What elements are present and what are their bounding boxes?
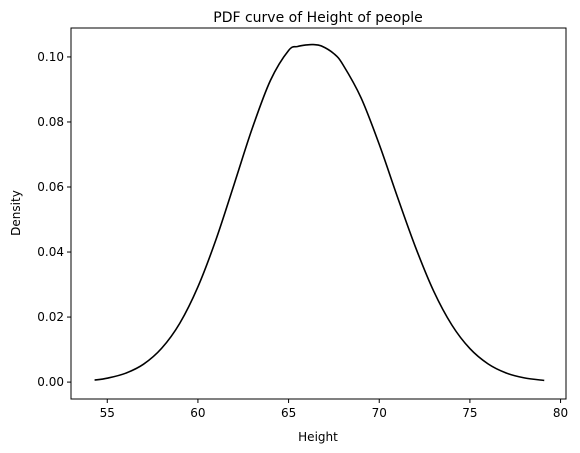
chart-title: PDF curve of Height of people — [213, 10, 422, 26]
x-tick-label: 60 — [190, 406, 205, 420]
x-tick-label: 80 — [553, 406, 568, 420]
x-tick-label: 70 — [372, 406, 387, 420]
y-tick-label: 0.02 — [37, 310, 64, 324]
pdf-curve-line — [94, 43, 545, 382]
y-tick-label: 0.06 — [37, 180, 64, 194]
y-tick-label: 0.04 — [37, 245, 64, 259]
x-axis-label: Height — [298, 430, 338, 444]
y-axis-label: Density — [9, 190, 23, 236]
x-tick-label: 75 — [462, 406, 477, 420]
y-tick-label: 0.08 — [37, 115, 64, 129]
y-axis-ticks: 0.00 0.02 0.04 0.06 0.08 0.10 — [37, 50, 71, 389]
series-group — [94, 43, 545, 382]
x-tick-label: 55 — [100, 406, 115, 420]
y-tick-label: 0.10 — [37, 50, 64, 64]
x-tick-label: 65 — [281, 406, 296, 420]
x-axis-ticks: 55 60 65 70 75 80 — [100, 399, 568, 420]
y-tick-label: 0.00 — [37, 375, 64, 389]
plot-frame — [70, 27, 567, 400]
